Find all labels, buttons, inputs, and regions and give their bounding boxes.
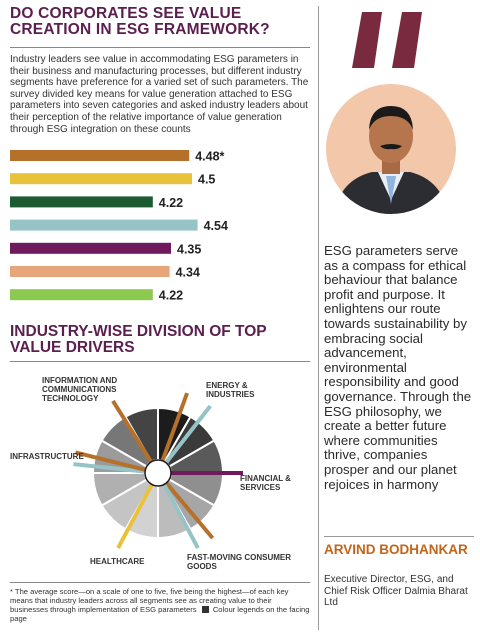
signature-role: Executive Director, ESG, and Chief Risk … [324, 574, 468, 608]
left-column: DO CORPORATES SEE VALUE CREATION IN ESG … [10, 5, 310, 623]
wheel-spoke [111, 399, 153, 464]
column-divider [318, 6, 319, 630]
bar-2 [10, 173, 192, 185]
signature-rule [324, 536, 474, 537]
bar-3 [10, 196, 153, 208]
section-title-value-creation: DO CORPORATES SEE VALUE CREATION IN ESG … [10, 5, 270, 38]
section-title-value-drivers: INDUSTRY-WISE DIVISION OF TOP VALUE DRIV… [10, 323, 267, 356]
bar-value-label: 4.48* [195, 150, 224, 164]
wheel-label-infrastructure: INFRASTRUCTURE [10, 452, 84, 461]
wheel-label-energy: ENERGY & INDUSTRIES [206, 381, 255, 399]
bar-value-label: 4.54 [204, 219, 228, 233]
bar-1 [10, 150, 190, 161]
bar-value-label: 4.34 [176, 266, 200, 280]
bar-5 [10, 242, 171, 254]
title-rule [10, 47, 310, 48]
wheel-hub [144, 459, 172, 487]
portrait-icon [334, 106, 448, 214]
bar-value-label: 4.35 [177, 242, 201, 256]
wheel-label-fmcg: FAST-MOVING CONSUMER GOODS [187, 553, 292, 571]
value-driver-wheel [73, 392, 243, 549]
avatar [326, 84, 456, 214]
wheel-label-healthcare: HEALTHCARE [90, 557, 145, 566]
wheel-label-ict: INFORMATION AND COMMUNICATIONS TECHNOLOG… [42, 376, 118, 403]
bar-7 [10, 289, 153, 301]
wheel-spoke [164, 404, 212, 464]
legend-square-icon [201, 606, 209, 613]
footnote: * The average score—on a scale of one to… [10, 582, 310, 623]
wheel-spoke [116, 483, 154, 549]
signature-name: ARVIND BODHANKAR [324, 542, 468, 557]
bar-6 [10, 266, 170, 277]
bar-value-label: 4.22 [159, 289, 183, 302]
wheel-label-financial: FINANCIAL & SERVICES [240, 474, 291, 492]
legend-note: Colour legends on the facing page [10, 605, 310, 623]
bar-value-label: 4.22 [159, 196, 183, 210]
quote-text: ESG parameters serve as a compass for et… [324, 243, 472, 492]
title-rule-2 [10, 361, 310, 362]
wheel-spoke [73, 462, 146, 474]
wheel-spoke [162, 483, 200, 549]
wheel-spoke [164, 481, 215, 540]
wheel-spoke [160, 392, 189, 462]
bar-chart: 4.48* 4.5 4.22 4.544.35 4.34 4.22 [10, 150, 228, 302]
wheel-spoke [75, 450, 146, 472]
bar-value-label: 4.5 [198, 173, 215, 187]
bar-4 [10, 219, 198, 231]
footnote-text: * The average score—on a scale of one to… [10, 587, 289, 614]
quote-mark-icon [352, 12, 422, 68]
intro-paragraph: Industry leaders see value in accommodat… [10, 54, 309, 135]
